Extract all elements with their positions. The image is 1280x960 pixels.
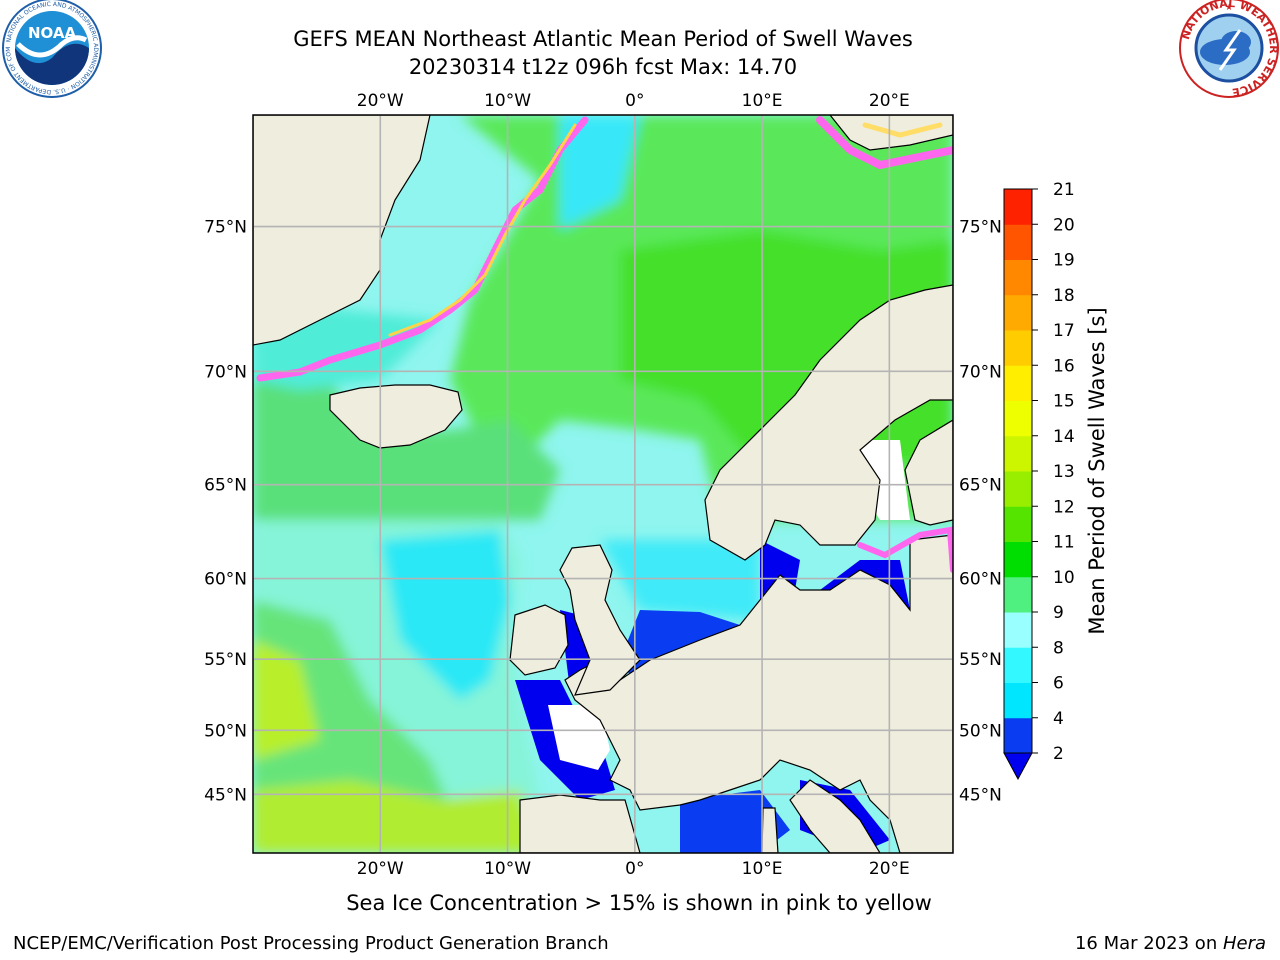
lon-ticks-bottom: 20°W 10°W 0° 10°E 20°E (357, 859, 910, 879)
lon-tick-bottom-0: 20°W (357, 859, 404, 879)
map-grid (253, 115, 953, 853)
colorbar-swatch-3 (1004, 612, 1032, 648)
lon-ticks-top: 20°W 10°W 0° 10°E 20°E (357, 91, 910, 111)
footer-date: 16 Mar 2023 on Hera (1075, 933, 1266, 954)
colorbar-tick-14: 19 (1053, 251, 1075, 271)
colorbar-label: Mean Period of Swell Waves [s] (1085, 307, 1109, 634)
footer-date-text: 16 Mar 2023 on (1074, 933, 1223, 954)
colorbar-swatch-13 (1004, 259, 1032, 296)
lon-tick-bottom-2: 0° (625, 859, 644, 879)
lon-tick-top-2: 0° (625, 91, 644, 111)
colorbar-tick-12: 17 (1053, 321, 1075, 341)
lat-tick-right-1: 50°N (959, 721, 1002, 741)
lon-tick-bottom-3: 10°E (742, 859, 783, 879)
lon-tick-top-4: 20°E (869, 91, 910, 111)
lat-tick-left-0: 45°N (204, 785, 247, 805)
colorbar-tick-9: 14 (1053, 427, 1075, 447)
colorbar-tick-3: 8 (1053, 638, 1064, 658)
colorbar-swatch-9 (1004, 400, 1032, 437)
chart-title: GEFS MEAN Northeast Atlantic Mean Period… (293, 27, 913, 51)
chart-subtitle: 20230314 t12z 096h fcst Max: 14.70 (408, 55, 798, 79)
lat-tick-right-0: 45°N (959, 785, 1002, 805)
colorbar-tick-10: 15 (1053, 392, 1075, 412)
colorbar-tick-2: 6 (1053, 674, 1064, 694)
map-frame (252, 114, 954, 854)
lat-tick-left-6: 75°N (204, 218, 247, 238)
lat-tick-left-5: 70°N (204, 362, 247, 382)
colorbar-swatch-4 (1004, 576, 1032, 613)
colorbar-tick-16: 21 (1053, 180, 1075, 200)
lat-tick-right-2: 55°N (959, 650, 1002, 670)
svg-text:★: ★ (1225, 3, 1233, 13)
colorbar-tick-0: 2 (1053, 744, 1064, 764)
colorbar-tick-7: 12 (1053, 497, 1075, 517)
lat-tick-left-2: 55°N (204, 650, 247, 670)
colorbar-tick-13: 18 (1053, 286, 1075, 306)
lat-tick-right-4: 65°N (959, 476, 1002, 496)
colorbar-swatch-12 (1004, 294, 1032, 331)
colorbar-tick-1: 4 (1053, 709, 1064, 729)
land (253, 115, 953, 853)
footer-branch: NCEP/EMC/Verification Post Processing Pr… (13, 933, 609, 954)
lon-tick-bottom-1: 10°W (484, 859, 531, 879)
colorbar-tick-6: 11 (1053, 533, 1075, 553)
colorbar-swatch-1 (1004, 682, 1032, 719)
sea-ice-edge (256, 116, 953, 573)
colorbar-swatch-15 (1004, 189, 1032, 225)
colorbar-swatch-0 (1004, 717, 1032, 754)
colorbar: 2 4 6 8 9 10 11 12 13 14 15 16 17 18 19 20 21 (1003, 180, 1075, 781)
nws-logo: ★ NATIONAL WEATHER SERVICE (1179, 0, 1280, 99)
lat-tick-left-4: 65°N (204, 476, 247, 496)
lat-tick-left-3: 60°N (204, 570, 247, 590)
lat-ticks-left: 45°N 50°N 55°N 60°N 65°N 70°N 75°N (204, 218, 247, 806)
colorbar-swatch-11 (1004, 330, 1032, 366)
colorbar-under-arrow (1003, 752, 1033, 781)
footer-machine: Hera (1222, 933, 1266, 954)
colorbar-swatch-5 (1004, 541, 1032, 578)
lat-tick-right-6: 75°N (959, 218, 1002, 238)
colorbar-swatch-8 (1004, 435, 1032, 472)
lon-tick-top-3: 10°E (742, 91, 783, 111)
lon-tick-top-0: 20°W (357, 91, 404, 111)
lon-tick-bottom-4: 20°E (869, 859, 910, 879)
colorbar-swatch-10 (1004, 365, 1032, 401)
noaa-logo-label: NOAA (28, 24, 77, 42)
sea-ice-note: Sea Ice Concentration > 15% is shown in … (346, 891, 932, 915)
lat-tick-right-5: 70°N (959, 362, 1002, 382)
lat-tick-left-1: 50°N (204, 721, 247, 741)
colorbar-tick-8: 13 (1053, 462, 1075, 482)
colorbar-tick-11: 16 (1053, 356, 1075, 376)
colorbar-tick-15: 20 (1053, 215, 1075, 235)
lon-tick-top-1: 10°W (484, 91, 531, 111)
map-canvas (253, 115, 953, 853)
colorbar-swatch-7 (1004, 471, 1032, 507)
colorbar-swatch-2 (1004, 647, 1032, 683)
colorbar-swatch-14 (1004, 224, 1032, 260)
colorbar-tick-5: 10 (1053, 568, 1075, 588)
lat-ticks-right: 45°N 50°N 55°N 60°N 65°N 70°N 75°N (959, 218, 1002, 806)
lat-tick-right-3: 60°N (959, 570, 1002, 590)
colorbar-tick-4: 9 (1053, 603, 1064, 623)
noaa-logo: NOAA NATIONAL OCEANIC AND ATMOSPHERIC AD… (0, 0, 102, 98)
colorbar-swatch-6 (1004, 506, 1032, 542)
